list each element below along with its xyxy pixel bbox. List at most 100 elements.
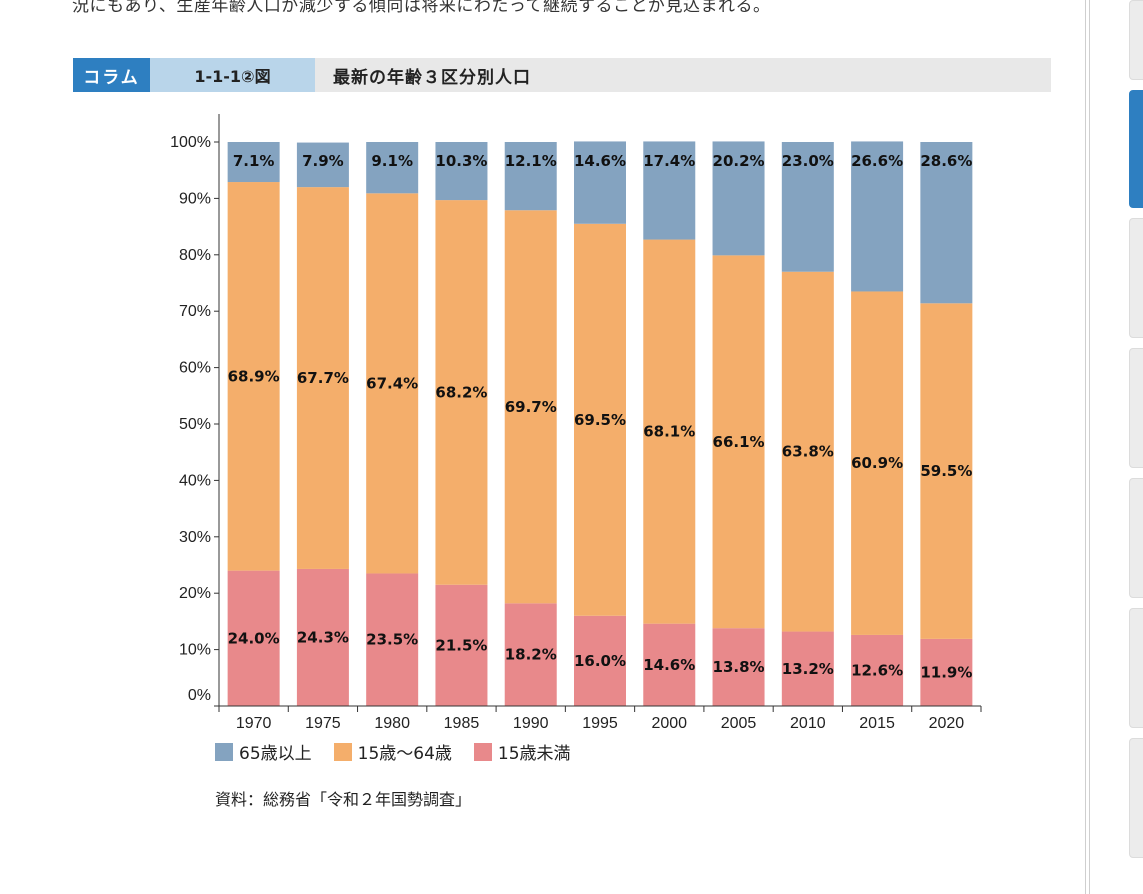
y-tick-label: 40% bbox=[179, 472, 211, 489]
bar-segment-2005-0 bbox=[712, 628, 765, 706]
chapter-tab-3[interactable] bbox=[1129, 218, 1143, 338]
bar-segment-2000-1 bbox=[643, 239, 696, 624]
legend-swatch-under15 bbox=[473, 742, 492, 761]
bar-segment-2010-0 bbox=[781, 631, 834, 706]
data-label-2010-2: 23.0% bbox=[782, 152, 834, 170]
figure-title: 最新の年齢３区分別人口 bbox=[315, 58, 1051, 92]
y-tick-label: 10% bbox=[179, 642, 211, 659]
x-tick-label: 2010 bbox=[790, 715, 826, 732]
data-label-1975-2: 7.9% bbox=[302, 152, 344, 170]
bar-segment-2020-2 bbox=[920, 142, 973, 304]
bar-segment-2015-2 bbox=[851, 141, 904, 292]
x-tick-label: 1975 bbox=[305, 715, 341, 732]
data-label-1970-1: 68.9% bbox=[228, 367, 280, 385]
chapter-tab-5[interactable] bbox=[1129, 478, 1143, 598]
bar-segment-2015-0 bbox=[851, 634, 904, 706]
figure-number: 1-1-1②図 bbox=[150, 58, 315, 92]
legend-swatch-15to64 bbox=[333, 742, 352, 761]
legend-item-under15: 15歳未満 bbox=[473, 739, 571, 764]
bar-segment-1970-2 bbox=[227, 142, 280, 183]
data-label-1995-2: 14.6% bbox=[574, 152, 626, 170]
data-label-1985-1: 68.2% bbox=[435, 383, 487, 401]
chart-legend: 65歳以上 15歳～64歳 15歳未満 bbox=[215, 739, 593, 764]
bar-segment-1970-1 bbox=[227, 182, 280, 571]
chapter-tab-2[interactable] bbox=[1129, 90, 1143, 208]
data-label-2020-2: 28.6% bbox=[920, 152, 972, 170]
x-tick-label: 2000 bbox=[651, 715, 687, 732]
bar-segment-2005-2 bbox=[712, 141, 765, 256]
x-tick-label: 1985 bbox=[444, 715, 480, 732]
chapter-tab-7[interactable] bbox=[1129, 738, 1143, 858]
x-tick-label: 1980 bbox=[374, 715, 410, 732]
data-label-1995-1: 69.5% bbox=[574, 411, 626, 429]
data-label-1990-2: 12.1% bbox=[505, 152, 557, 170]
x-tick-label: 1970 bbox=[236, 715, 272, 732]
intro-text: 況にもあり、生産年齢人口が減少する傾向は将来にわたって継続することが見込まれる。 bbox=[72, 0, 771, 16]
y-tick-label: 80% bbox=[179, 247, 211, 264]
bar-segment-1995-2 bbox=[574, 141, 626, 224]
data-label-1980-0: 23.5% bbox=[366, 631, 418, 649]
data-label-2000-2: 17.4% bbox=[643, 152, 695, 170]
data-label-1980-2: 9.1% bbox=[371, 152, 413, 170]
data-label-2000-0: 14.6% bbox=[643, 656, 695, 674]
data-label-2005-0: 13.8% bbox=[713, 658, 765, 676]
x-tick-label: 2015 bbox=[859, 715, 895, 732]
bar-segment-1990-1 bbox=[504, 210, 557, 604]
data-label-2020-0: 11.9% bbox=[920, 663, 972, 681]
data-label-1975-1: 67.7% bbox=[297, 369, 349, 387]
legend-swatch-65plus bbox=[215, 742, 233, 761]
data-label-1995-0: 16.0% bbox=[574, 652, 626, 670]
data-label-2015-0: 12.6% bbox=[851, 661, 903, 679]
legend-item-15to64: 15歳～64歳 bbox=[333, 739, 452, 764]
bar-segment-1985-2 bbox=[435, 142, 488, 201]
data-label-2015-1: 60.9% bbox=[851, 454, 903, 472]
bar-segment-1995-1 bbox=[574, 223, 626, 616]
page-divider bbox=[1085, 0, 1090, 894]
y-tick-label: 90% bbox=[179, 190, 211, 207]
y-tick-label: 60% bbox=[179, 360, 211, 377]
source-note: 資料：総務省「令和２年国勢調査」 bbox=[215, 790, 472, 809]
x-tick-label: 1995 bbox=[582, 715, 618, 732]
bar-segment-1995-0 bbox=[574, 615, 626, 706]
x-tick-label: 2005 bbox=[721, 715, 757, 732]
data-label-1970-0: 24.0% bbox=[228, 629, 280, 647]
column-badge: コラム bbox=[73, 58, 150, 92]
bar-segment-1980-1 bbox=[366, 193, 419, 574]
data-label-1975-0: 24.3% bbox=[297, 628, 349, 646]
chapter-tab-6[interactable] bbox=[1129, 608, 1143, 728]
bar-segment-2010-1 bbox=[781, 271, 834, 632]
y-tick-label: 30% bbox=[179, 529, 211, 546]
chapter-tab-4[interactable] bbox=[1129, 348, 1143, 468]
y-tick-label: 50% bbox=[179, 416, 211, 433]
legend-label-15to64: 15歳～64歳 bbox=[357, 744, 452, 764]
figure-header: コラム 1-1-1②図 最新の年齢３区分別人口 bbox=[73, 58, 1051, 92]
y-tick-label: 100% bbox=[170, 134, 211, 151]
bar-segment-1980-0 bbox=[366, 573, 419, 706]
bar-segment-2000-2 bbox=[643, 141, 696, 240]
bar-segment-2000-0 bbox=[643, 623, 696, 706]
y-tick-label: 0% bbox=[188, 687, 211, 704]
bar-segment-2020-1 bbox=[920, 303, 973, 639]
data-label-1990-0: 18.2% bbox=[505, 646, 557, 664]
bar-segment-2015-1 bbox=[851, 291, 904, 635]
chapter-tab-1[interactable] bbox=[1129, 0, 1143, 80]
data-label-2015-2: 26.6% bbox=[851, 152, 903, 170]
legend-label-under15: 15歳未満 bbox=[497, 744, 571, 764]
data-label-1980-1: 67.4% bbox=[366, 374, 418, 392]
bar-segment-2010-2 bbox=[781, 142, 834, 272]
data-label-1990-1: 69.7% bbox=[505, 398, 557, 416]
data-label-1985-2: 10.3% bbox=[435, 152, 487, 170]
bar-segment-1975-0 bbox=[296, 568, 349, 706]
y-tick-label: 70% bbox=[179, 303, 211, 320]
bar-segment-1980-2 bbox=[366, 142, 419, 194]
bar-segment-1990-0 bbox=[504, 603, 557, 706]
data-label-2005-1: 66.1% bbox=[713, 433, 765, 451]
bar-segment-2020-0 bbox=[920, 638, 973, 706]
legend-label-65plus: 65歳以上 bbox=[239, 744, 312, 764]
bar-segment-1990-2 bbox=[504, 142, 557, 211]
data-label-2005-2: 20.2% bbox=[713, 152, 765, 170]
data-label-1985-0: 21.5% bbox=[435, 636, 487, 654]
data-label-2020-1: 59.5% bbox=[920, 462, 972, 480]
data-label-2010-0: 13.2% bbox=[782, 660, 834, 678]
